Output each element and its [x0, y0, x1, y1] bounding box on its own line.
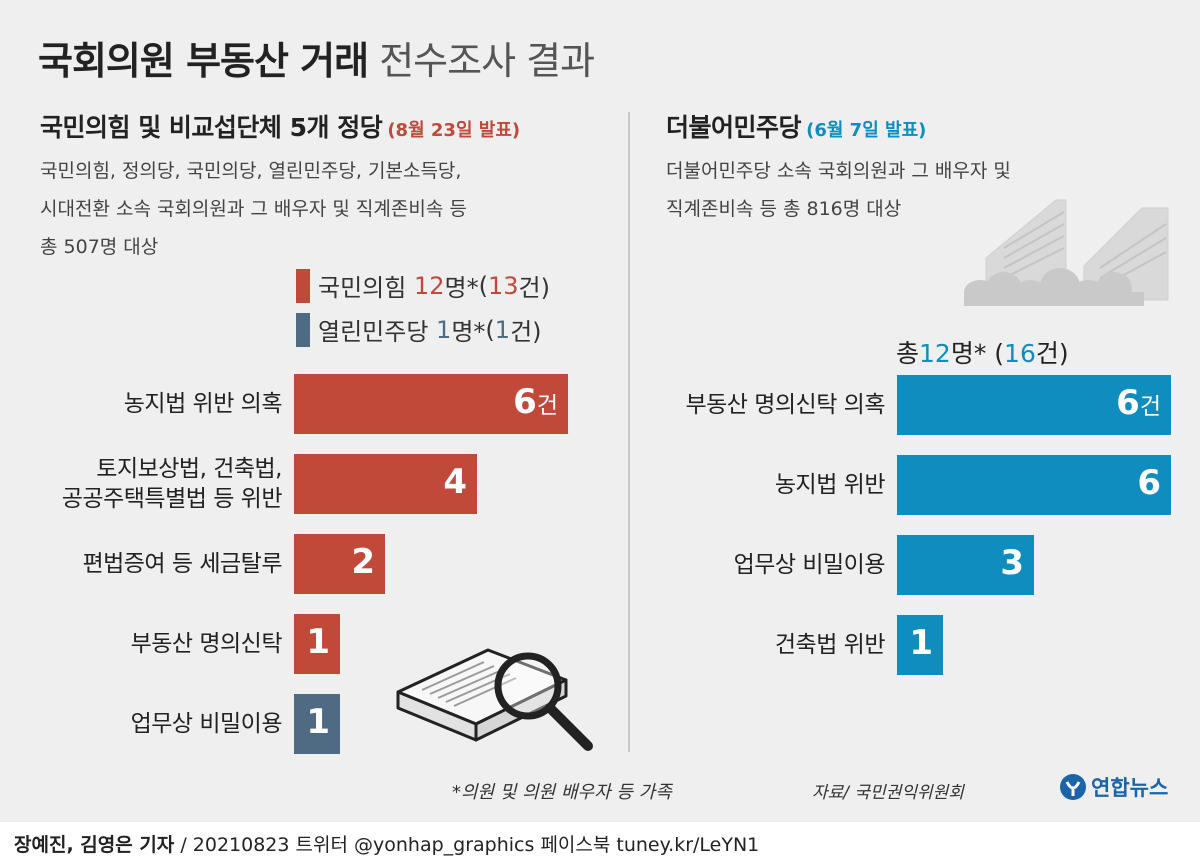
- bar-value-label: 1: [306, 702, 330, 742]
- document-magnifier-illustration: [396, 648, 593, 751]
- left-description: 국민의힘, 정의당, 국민의당, 열린민주당, 기본소득당, 시대전환 소속 국…: [40, 152, 467, 266]
- yonhap-logo-icon: [1060, 774, 1086, 800]
- bar: [897, 375, 1171, 435]
- bar: [897, 455, 1171, 515]
- left-desc-line: 시대전환 소속 국회의원과 그 배우자 및 직계존비속 등: [40, 198, 467, 220]
- right-desc-line: 직계존비속 등 총 816명 대상: [666, 198, 902, 220]
- legend-cases-close: 건): [518, 274, 550, 302]
- bar: [294, 454, 477, 514]
- bar: [897, 615, 943, 675]
- bar-value-label: 6: [1137, 463, 1161, 503]
- legend-cases-open: (: [485, 315, 495, 344]
- bar-value-unit: 건: [1139, 394, 1161, 420]
- category-label-line: 부동산 명의신탁: [130, 631, 283, 657]
- byline: 장예진, 김영은 기자 / 20210823 트위터 @yonhap_graph…: [14, 830, 759, 857]
- category-label-line: 농지법 위반 의혹: [123, 391, 283, 417]
- category-label: 부동산 명의신탁 의혹: [685, 390, 885, 420]
- bar-value-unit: 건: [536, 393, 558, 419]
- brand-logo: 연합뉴스: [1058, 772, 1168, 802]
- category-label-line: 농지법 위반: [774, 472, 886, 498]
- infographic-card: 국회의원 부동산 거래 전수조사 결과 국민의힘 및 비교섭단체 5개 정당 (…: [0, 0, 1200, 822]
- source-credit: 자료/ 국민권익위원회: [812, 783, 964, 803]
- bar-value-label: 1: [909, 623, 933, 663]
- total-people: 12: [919, 339, 951, 368]
- left-section-header: 국민의힘 및 비교섭단체 5개 정당 (8월 23일 발표): [40, 108, 520, 144]
- bar-value-number: 3: [1000, 543, 1024, 583]
- section-divider: [628, 112, 630, 752]
- bar-value-number: 6: [1137, 463, 1161, 503]
- bar: [294, 534, 385, 594]
- apartment-buildings-illustration: [964, 199, 1169, 306]
- legend-people-unit: 명*: [451, 318, 486, 346]
- category-label-line: 공공주택특별법 등 위반: [61, 486, 283, 512]
- left-desc-line: 총 507명 대상: [40, 236, 159, 258]
- legend-people: 12: [413, 271, 445, 300]
- left-desc-line: 국민의힘, 정의당, 국민의당, 열린민주당, 기본소득당,: [40, 160, 462, 182]
- footnote: *의원 및 의원 배우자 등 가족: [452, 782, 672, 803]
- bar-value-number: 1: [306, 622, 330, 662]
- category-label: 토지보상법, 건축법, 공공주택특별법 등 위반: [61, 454, 283, 514]
- bar-value-number: 2: [351, 542, 375, 582]
- right-desc-line: 더불어민주당 소속 국회의원과 그 배우자 및: [666, 160, 1011, 182]
- category-label: 업무상 비밀이용: [733, 550, 886, 580]
- category-label-line: 업무상 비밀이용: [130, 711, 283, 737]
- right-total: 총12명* (16건): [896, 334, 1069, 370]
- page-title: 국회의원 부동산 거래 전수조사 결과: [38, 30, 595, 85]
- bar-value-label: 3: [1000, 543, 1024, 583]
- category-label: 편법증여 등 세금탈루: [82, 549, 282, 579]
- bar-value-number: 1: [306, 702, 330, 742]
- byline-reporters: 장예진, 김영은 기자: [14, 834, 175, 856]
- bar-value-label: 1: [306, 622, 330, 662]
- total-prefix: 총: [896, 339, 920, 368]
- bar-value-number: 6: [1116, 383, 1140, 423]
- total-cases: 16: [1004, 339, 1036, 368]
- right-date: (6월 7일 발표): [806, 120, 927, 141]
- title-normal: 전수조사 결과: [379, 39, 595, 83]
- bar-value-label: 2: [351, 542, 375, 582]
- category-label-line: 업무상 비밀이용: [733, 552, 886, 578]
- bar: [294, 694, 340, 754]
- legend-cases-close: 건): [510, 318, 542, 346]
- total-people-unit: 명*: [950, 339, 987, 368]
- legend-cases: 1: [494, 315, 511, 344]
- right-section-header: 더불어민주당 (6월 7일 발표): [666, 108, 926, 144]
- legend-cases: 13: [487, 271, 519, 300]
- legend-swatch-red: [296, 268, 310, 303]
- legend-item-open-democratic: 열린민주당 1 명* (1 건): [296, 312, 542, 347]
- legend-cases-open: (: [478, 271, 488, 300]
- right-description: 더불어민주당 소속 국회의원과 그 배우자 및 직계존비속 등 총 816명 대…: [666, 152, 1011, 228]
- category-label: 건축법 위반: [774, 630, 886, 660]
- left-date: (8월 23일 발표): [387, 120, 521, 141]
- bar-value-number: 1: [909, 623, 933, 663]
- category-label: 업무상 비밀이용: [130, 709, 283, 739]
- legend-people-unit: 명*: [444, 274, 479, 302]
- legend-item-ppp: 국민의힘 12 명* (13 건): [296, 268, 550, 303]
- bar-value-number: 6: [513, 382, 537, 422]
- category-label: 농지법 위반: [774, 470, 886, 500]
- bar: [294, 374, 568, 434]
- brand-name: 연합뉴스: [1091, 776, 1169, 800]
- bar: [294, 614, 340, 674]
- bar-value-label: 6건: [1116, 383, 1161, 423]
- category-label: 부동산 명의신탁: [130, 629, 283, 659]
- legend-people: 1: [436, 315, 452, 344]
- bar-value-number: 4: [443, 462, 467, 502]
- bar-value-label: 4: [443, 462, 467, 502]
- total-cases-open: (: [986, 339, 1005, 368]
- bar-value-label: 6건: [513, 382, 558, 422]
- right-heading: 더불어민주당: [666, 113, 802, 142]
- bar: [897, 535, 1034, 595]
- left-heading: 국민의힘 및 비교섭단체 5개 정당: [40, 113, 383, 142]
- title-bold: 국회의원 부동산 거래: [38, 39, 369, 83]
- category-label-line: 부동산 명의신탁 의혹: [685, 392, 885, 418]
- category-label-line: 건축법 위반: [774, 632, 886, 658]
- category-label: 농지법 위반 의혹: [123, 389, 283, 419]
- legend-party: 열린민주당: [318, 318, 429, 346]
- category-label-line: 편법증여 등 세금탈루: [82, 551, 282, 577]
- legend-party: 국민의힘: [318, 274, 407, 302]
- legend-swatch-slate: [296, 312, 310, 347]
- byline-rest: / 20210823 트위터 @yonhap_graphics 페이스북 tun…: [174, 834, 760, 856]
- total-cases-close: 건): [1035, 339, 1069, 368]
- category-label-line: 토지보상법, 건축법,: [96, 456, 282, 482]
